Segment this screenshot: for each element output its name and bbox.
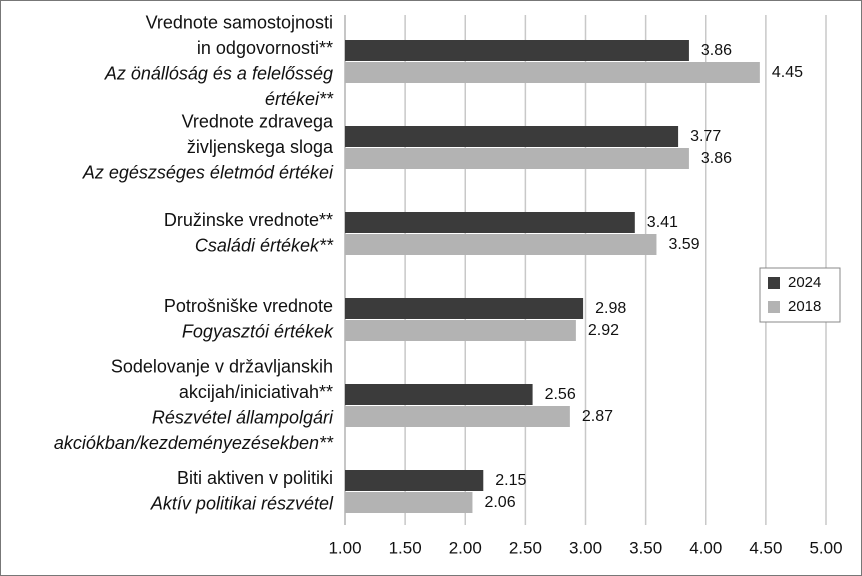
value-label: 3.86	[701, 150, 732, 167]
x-tick-label: 1.00	[328, 538, 361, 557]
category-label: Az egészséges életmód értékei	[82, 162, 334, 182]
bar	[345, 384, 533, 405]
legend-swatch	[768, 301, 780, 313]
value-label: 3.59	[668, 236, 699, 253]
x-tick-label: 1.50	[389, 538, 422, 557]
bar	[345, 470, 484, 491]
value-label: 3.77	[690, 128, 721, 145]
bar	[345, 126, 679, 147]
x-tick-label: 3.00	[569, 538, 602, 557]
bar	[345, 492, 473, 513]
value-label: 3.41	[647, 214, 678, 231]
category-label: Az önállóság és a felelősség	[104, 64, 333, 84]
bar	[345, 234, 657, 255]
bar	[345, 40, 689, 61]
legend-swatch	[768, 277, 780, 289]
value-label: 2.87	[582, 408, 613, 425]
x-tick-label: 2.00	[449, 538, 482, 557]
legend-label: 2024	[788, 274, 821, 291]
category-label: akcijah/iniciativah**	[179, 382, 333, 402]
x-tick-label: 3.50	[629, 538, 662, 557]
category-label: Vrednote samostojnosti	[146, 13, 333, 33]
value-label: 2.15	[495, 472, 526, 489]
x-tick-label: 4.00	[689, 538, 722, 557]
category-label: Aktív politikai részvétel	[150, 494, 334, 514]
bar	[345, 298, 584, 319]
category-label: Biti aktiven v politiki	[177, 468, 333, 488]
value-label: 3.86	[701, 42, 732, 59]
value-label: 2.98	[595, 300, 626, 317]
legend-label: 2018	[788, 298, 821, 315]
bar	[345, 320, 576, 341]
bar	[345, 406, 570, 427]
category-label: Sodelovanje v državljanskih	[111, 357, 333, 377]
category-label: Fogyasztói értékek	[182, 322, 334, 342]
category-label: Vrednote zdravega	[182, 111, 334, 131]
category-label: in odgovornosti**	[197, 38, 333, 58]
category-label: Családi értékek**	[195, 236, 334, 256]
value-label: 2.06	[484, 494, 515, 511]
bar	[345, 148, 689, 169]
category-label: értékei**	[265, 89, 334, 109]
category-label: Družinske vrednote**	[164, 210, 333, 230]
category-label: Részvétel állampolgári	[152, 408, 334, 428]
bar	[345, 62, 760, 83]
category-label: Potrošniške vrednote	[164, 296, 333, 316]
value-label: 2.56	[545, 386, 576, 403]
value-label: 4.45	[772, 64, 803, 81]
x-tick-label: 5.00	[809, 538, 842, 557]
x-tick-label: 4.50	[749, 538, 782, 557]
bar	[345, 212, 635, 233]
category-label: življenskega sloga	[187, 137, 334, 157]
category-label: akciókban/kezdeményezésekben**	[54, 433, 334, 453]
value-label: 2.92	[588, 322, 619, 339]
x-tick-label: 2.50	[509, 538, 542, 557]
